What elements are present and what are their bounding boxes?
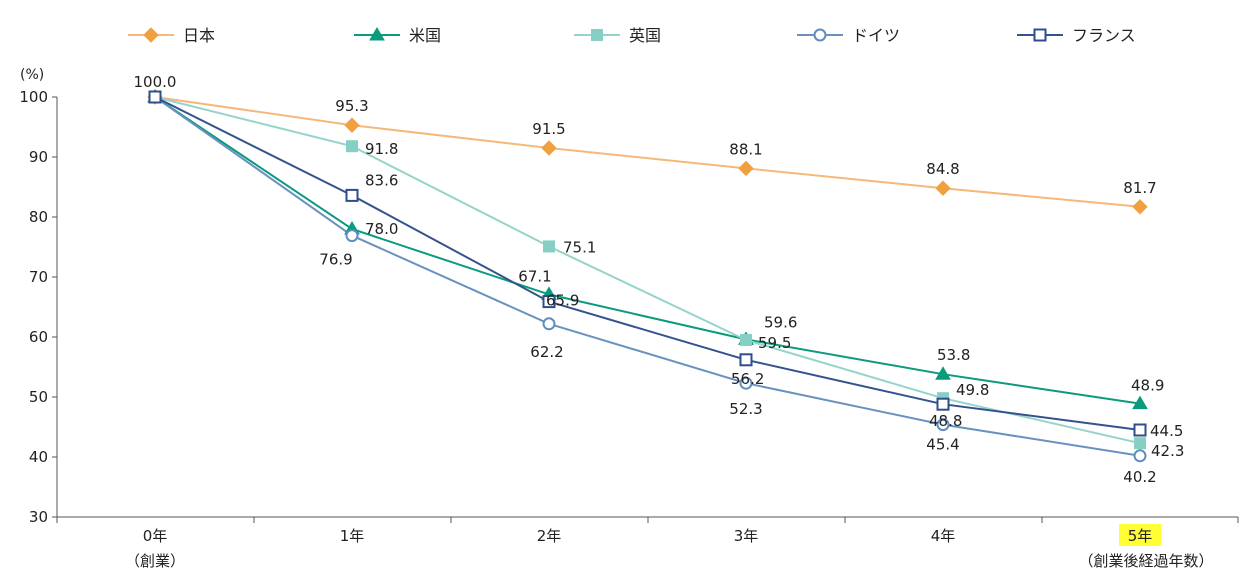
series-line (154, 96, 1141, 208)
series-line (154, 96, 1141, 445)
legend-item: ドイツ (797, 26, 900, 45)
y-tick-label: 70 (29, 268, 48, 286)
y-tick-label: 40 (29, 448, 48, 466)
data-point (543, 240, 555, 253)
x-tick-label: 1年 (340, 527, 365, 545)
data-point (345, 188, 359, 202)
data-labels: 100.0 95.3 91.5 88.1 84.8 81.7 78.0 67.1 59.6 53.… (134, 73, 1185, 486)
data-label: 62.2 (530, 343, 563, 361)
data-point (344, 117, 360, 133)
data-label: 44.5 (1150, 422, 1183, 440)
data-label: 48.9 (1131, 377, 1164, 395)
data-point (739, 376, 753, 390)
data-point (541, 140, 557, 156)
data-label: 65.9 (546, 292, 579, 310)
data-point (738, 160, 754, 177)
series-line (154, 96, 1141, 431)
data-point (1133, 423, 1147, 437)
legend-item: 米国 (354, 26, 441, 45)
legend-label: ドイツ (852, 26, 900, 45)
series-line (154, 96, 1141, 405)
data-point (739, 353, 753, 367)
data-label: 52.3 (729, 400, 762, 418)
data-label: 83.6 (365, 171, 398, 189)
data-point (542, 317, 556, 331)
y-tick-label: 60 (29, 328, 48, 346)
data-point (935, 366, 951, 380)
x-tick-sublabel: （創業後経過年数） (1078, 552, 1213, 570)
data-label: 40.2 (1123, 468, 1156, 486)
data-label: 75.1 (563, 238, 596, 256)
data-label: 78.0 (365, 220, 398, 238)
data-point (935, 180, 951, 196)
series-lines (154, 96, 1141, 457)
series-markers (147, 89, 1148, 463)
data-label: 88.1 (729, 140, 762, 158)
data-label: 81.7 (1123, 179, 1156, 197)
legend: 日本 米国 英国 ドイツ フランス (128, 26, 1136, 45)
legend-marker (591, 29, 603, 41)
x-tick-highlight (1119, 524, 1161, 546)
legend-marker (143, 27, 159, 43)
data-point (346, 140, 358, 153)
y-tick-label: 100 (19, 88, 48, 106)
legend-label: フランス (1072, 26, 1136, 45)
data-label: 67.1 (518, 267, 551, 285)
data-label: 84.8 (926, 160, 959, 178)
data-label: 42.3 (1151, 442, 1184, 460)
data-label: 59.5 (758, 334, 791, 352)
x-tick-label: 2年 (537, 527, 562, 545)
data-label: 59.6 (764, 313, 797, 331)
data-label: 91.8 (365, 140, 398, 158)
x-tick-sublabel: （創業） (125, 552, 185, 570)
legend-label: 日本 (183, 26, 215, 45)
y-tick-label: 80 (29, 208, 48, 226)
x-tick-label: 3年 (734, 527, 759, 545)
y-tick-label: 30 (29, 508, 48, 526)
data-label: 53.8 (937, 346, 970, 364)
legend-label: 米国 (409, 26, 441, 45)
data-label: 56.2 (731, 370, 764, 388)
data-point (148, 90, 162, 104)
data-point (542, 295, 556, 309)
legend-marker (369, 27, 385, 41)
legend-item: 英国 (574, 26, 661, 45)
axes: 30 40 50 60 70 80 90 100 0年 （創業） 1年 2年 3年 4年 5年 （創業後経過年… (19, 88, 1239, 570)
y-tick-label: 90 (29, 148, 48, 166)
data-label: 95.3 (335, 97, 368, 115)
data-point (1132, 395, 1148, 410)
y-tick-label: 50 (29, 388, 48, 406)
x-tick-label: 5年 (1128, 527, 1153, 545)
data-point (936, 397, 950, 411)
data-point (345, 229, 359, 243)
data-point (1132, 199, 1148, 215)
data-label: 48.8 (929, 412, 962, 430)
data-point (1133, 449, 1147, 463)
legend-item: 日本 (128, 26, 215, 45)
legend-label: 英国 (629, 26, 661, 45)
x-tick-label: 4年 (931, 527, 956, 545)
data-label: 100.0 (134, 73, 177, 91)
data-point (1134, 437, 1146, 450)
legend-item: フランス (1017, 26, 1136, 45)
data-label: 76.9 (319, 251, 352, 269)
series-line (154, 96, 1141, 457)
data-label: 49.8 (956, 381, 989, 399)
legend-marker (813, 28, 827, 42)
data-label: 45.4 (926, 436, 959, 454)
y-axis-unit-label: (%) (20, 67, 44, 83)
x-tick-label: 0年 (143, 527, 168, 545)
legend-marker (1033, 28, 1047, 42)
data-point (740, 334, 752, 346)
data-point (936, 418, 950, 432)
data-label: 91.5 (532, 120, 565, 138)
